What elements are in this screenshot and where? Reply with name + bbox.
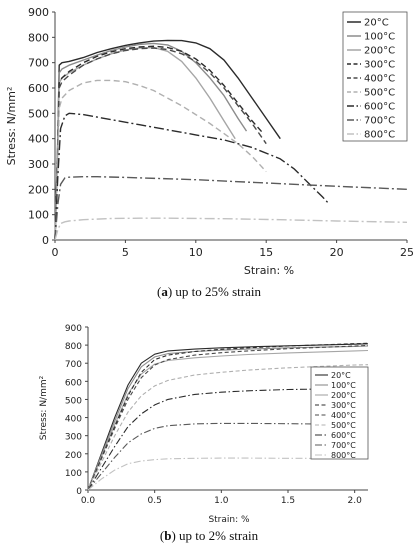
chart-a-x-axis-title: Strain: % (244, 264, 294, 277)
caption-a-text: up to 25% strain (175, 284, 261, 299)
chart-a-x-tick-label: 25 (400, 246, 414, 259)
chart-b-y-tick-label: 200 (65, 451, 82, 461)
caption-b-letter: b (164, 528, 172, 543)
chart-b-series-200c (87, 349, 369, 491)
chart-b-y-tick-label: 400 (65, 415, 82, 425)
chart-b-legend-label: 800°C (331, 451, 356, 460)
chart-a-x-tick-label: 20 (330, 246, 344, 259)
chart-a-legend: 20°C 100°C 200°C 300°C 400°C 500°C 600°C 700°C 8… (342, 11, 408, 142)
chart-a-y-tick-label: 900 (28, 6, 49, 19)
chart-a-x-tick-label: 10 (189, 246, 203, 259)
chart-b-x-tick-label: 2.0 (348, 496, 363, 506)
chart-a-y-tick-label: 500 (28, 107, 49, 120)
chart-a-series-800c (54, 217, 408, 241)
chart-a-y-tick-label: 600 (28, 82, 49, 95)
chart-a-legend-label: 500°C (364, 88, 395, 99)
chart-b-legend-label: 200°C (331, 391, 356, 400)
chart-a-series-700c (54, 175, 408, 241)
chart-b-legend-label: 300°C (331, 401, 356, 410)
chart-b-legend-label: 600°C (331, 431, 356, 440)
chart-b-y-axis-title: Stress: N/mm² (39, 375, 49, 440)
chart-b-x-tick-label: 0.0 (81, 496, 96, 506)
chart-b-y-tick-label: 500 (65, 396, 82, 406)
chart-a-legend-label: 100°C (364, 32, 395, 43)
chart-a: 0 100 200 300 400 500 600 700 800 900 0 5 10 15 20 25 St… (5, 6, 414, 277)
chart-a-legend-label: 20°C (364, 18, 389, 29)
chart-b-y-tick-label: 700 (65, 360, 82, 370)
chart-b-y-tick-label: 300 (65, 433, 82, 443)
chart-b-series-700c (87, 422, 369, 491)
chart-a-legend-label: 200°C (364, 46, 395, 57)
chart-a-legend-label: 400°C (364, 74, 395, 85)
chart-b: 0 100 200 300 400 500 600 700 800 900 0.0 0.5 1.0 1.5… (39, 324, 369, 525)
chart-b-series-800c (87, 457, 369, 491)
chart-b-y-tick-label: 800 (65, 342, 82, 352)
chart-b-series-500c (87, 364, 369, 491)
chart-a-series-300c (54, 45, 264, 241)
chart-b-series-600c (87, 388, 368, 491)
caption-a-letter: a (161, 284, 168, 299)
chart-a-legend-label: 700°C (364, 116, 395, 127)
chart-a-x-tick-label: 15 (259, 246, 273, 259)
chart-b-legend-label: 20°C (331, 371, 351, 380)
chart-b-legend-box (310, 366, 369, 460)
chart-a-legend-label: 800°C (364, 130, 395, 141)
chart-a-y-tick-label: 400 (28, 133, 49, 146)
chart-a-series-400c (54, 47, 267, 241)
chart-b-y-tick-label: 900 (65, 324, 82, 334)
chart-b-legend-label: 700°C (331, 441, 356, 450)
caption-a: (a) up to 25% strain (156, 284, 261, 299)
chart-b-y-tick-label: 600 (65, 378, 82, 388)
chart-b-series-100c (87, 345, 369, 491)
chart-a-y-tick-label: 0 (42, 234, 49, 247)
chart-a-y-axis-title: Stress: N/mm² (5, 87, 18, 166)
chart-b-legend-label: 500°C (331, 421, 356, 430)
chart-a-series-20c (54, 39, 281, 241)
chart-a-y-tick-label: 800 (28, 31, 49, 44)
chart-a-legend-label: 300°C (364, 60, 395, 71)
chart-a-series-600c (54, 112, 331, 241)
chart-b-series-300c (87, 342, 369, 491)
chart-b-legend-label: 100°C (331, 381, 356, 390)
chart-a-y-tick-label: 700 (28, 57, 49, 70)
chart-a-y-tick-label: 300 (28, 158, 49, 171)
chart-a-y-tick-label: 200 (28, 183, 49, 196)
chart-b-y-tick-label: 100 (65, 469, 82, 479)
caption-b-text: up to 2% strain (179, 528, 259, 543)
chart-a-x-tick-label: 5 (122, 246, 129, 259)
chart-a-x-tick-label: 0 (52, 246, 59, 259)
chart-b-x-tick-label: 1.5 (281, 496, 295, 506)
chart-a-y-tick-label: 100 (28, 209, 49, 222)
chart-b-y-tick-label: 0 (76, 487, 82, 497)
chart-b-x-tick-label: 0.5 (148, 496, 162, 506)
chart-b-series-400c (87, 344, 369, 491)
chart-b-x-tick-label: 1.0 (214, 496, 229, 506)
chart-a-series-500c (54, 79, 267, 241)
chart-b-legend: 20°C100°C200°C300°C400°C500°C600°C700°C8… (310, 366, 369, 460)
chart-b-x-axis-title: Strain: % (208, 515, 250, 525)
chart-a-series-100c (54, 42, 248, 241)
caption-b: (b) up to 2% strain (159, 528, 259, 543)
chart-b-legend-label: 400°C (331, 411, 356, 420)
chart-a-legend-label: 600°C (364, 102, 395, 113)
